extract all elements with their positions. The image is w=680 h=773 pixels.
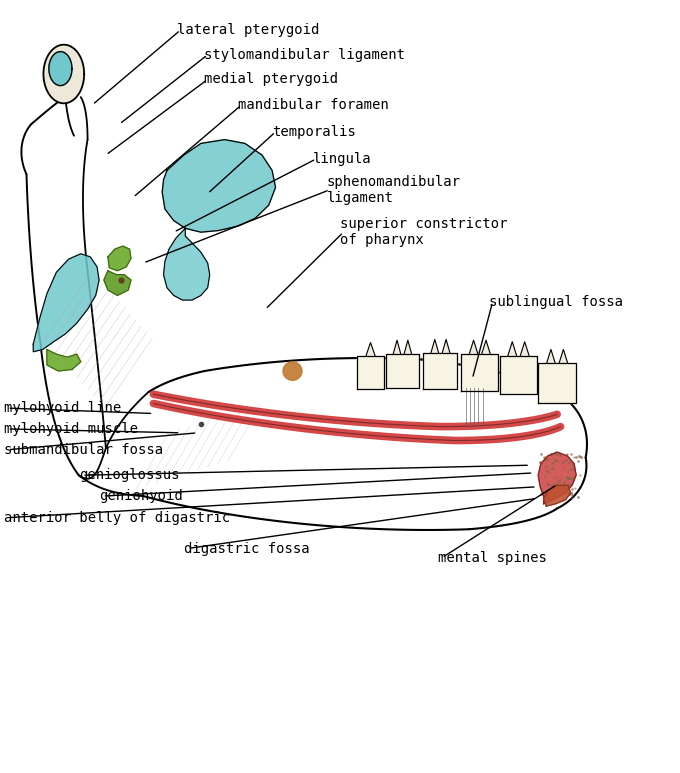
Polygon shape (469, 340, 478, 354)
Polygon shape (520, 342, 529, 356)
Text: genioglossus: genioglossus (79, 468, 180, 482)
Text: mylohyoid muscle: mylohyoid muscle (4, 422, 138, 436)
Polygon shape (538, 452, 576, 504)
Text: mylohyoid line: mylohyoid line (4, 401, 121, 415)
Text: medial pterygoid: medial pterygoid (204, 73, 338, 87)
Polygon shape (461, 354, 498, 391)
Polygon shape (543, 485, 571, 506)
Text: geniohyoid: geniohyoid (99, 489, 183, 503)
Polygon shape (108, 246, 131, 271)
Polygon shape (431, 339, 439, 353)
Text: submandibular fossa: submandibular fossa (4, 443, 163, 457)
Polygon shape (442, 339, 450, 353)
Text: sphenomandibular
ligament: sphenomandibular ligament (326, 175, 460, 205)
Text: mandibular foramen: mandibular foramen (238, 98, 389, 112)
Polygon shape (547, 349, 556, 363)
Polygon shape (424, 353, 458, 389)
Text: temporalis: temporalis (272, 125, 356, 139)
Text: anterior belly of digastric: anterior belly of digastric (4, 511, 231, 525)
Polygon shape (49, 52, 72, 86)
Polygon shape (104, 271, 131, 295)
Text: mental spines: mental spines (439, 551, 547, 565)
Polygon shape (539, 363, 576, 404)
Polygon shape (283, 362, 302, 380)
Text: sublingual fossa: sublingual fossa (490, 295, 624, 308)
Text: superior constrictor
of pharynx: superior constrictor of pharynx (340, 217, 507, 247)
Polygon shape (357, 356, 384, 389)
Polygon shape (44, 45, 84, 104)
Polygon shape (559, 349, 568, 363)
Polygon shape (500, 356, 537, 394)
Polygon shape (164, 228, 209, 300)
Polygon shape (481, 340, 490, 354)
Polygon shape (163, 140, 275, 232)
Polygon shape (404, 340, 411, 354)
Text: digastric fossa: digastric fossa (184, 542, 309, 556)
Polygon shape (47, 349, 81, 371)
Text: stylomandibular ligament: stylomandibular ligament (204, 48, 405, 62)
Text: lingula: lingula (313, 152, 371, 166)
Polygon shape (33, 254, 99, 352)
Polygon shape (366, 342, 375, 356)
Polygon shape (393, 340, 401, 354)
Polygon shape (508, 342, 517, 356)
Polygon shape (386, 354, 419, 388)
Text: lateral pterygoid: lateral pterygoid (177, 23, 320, 37)
